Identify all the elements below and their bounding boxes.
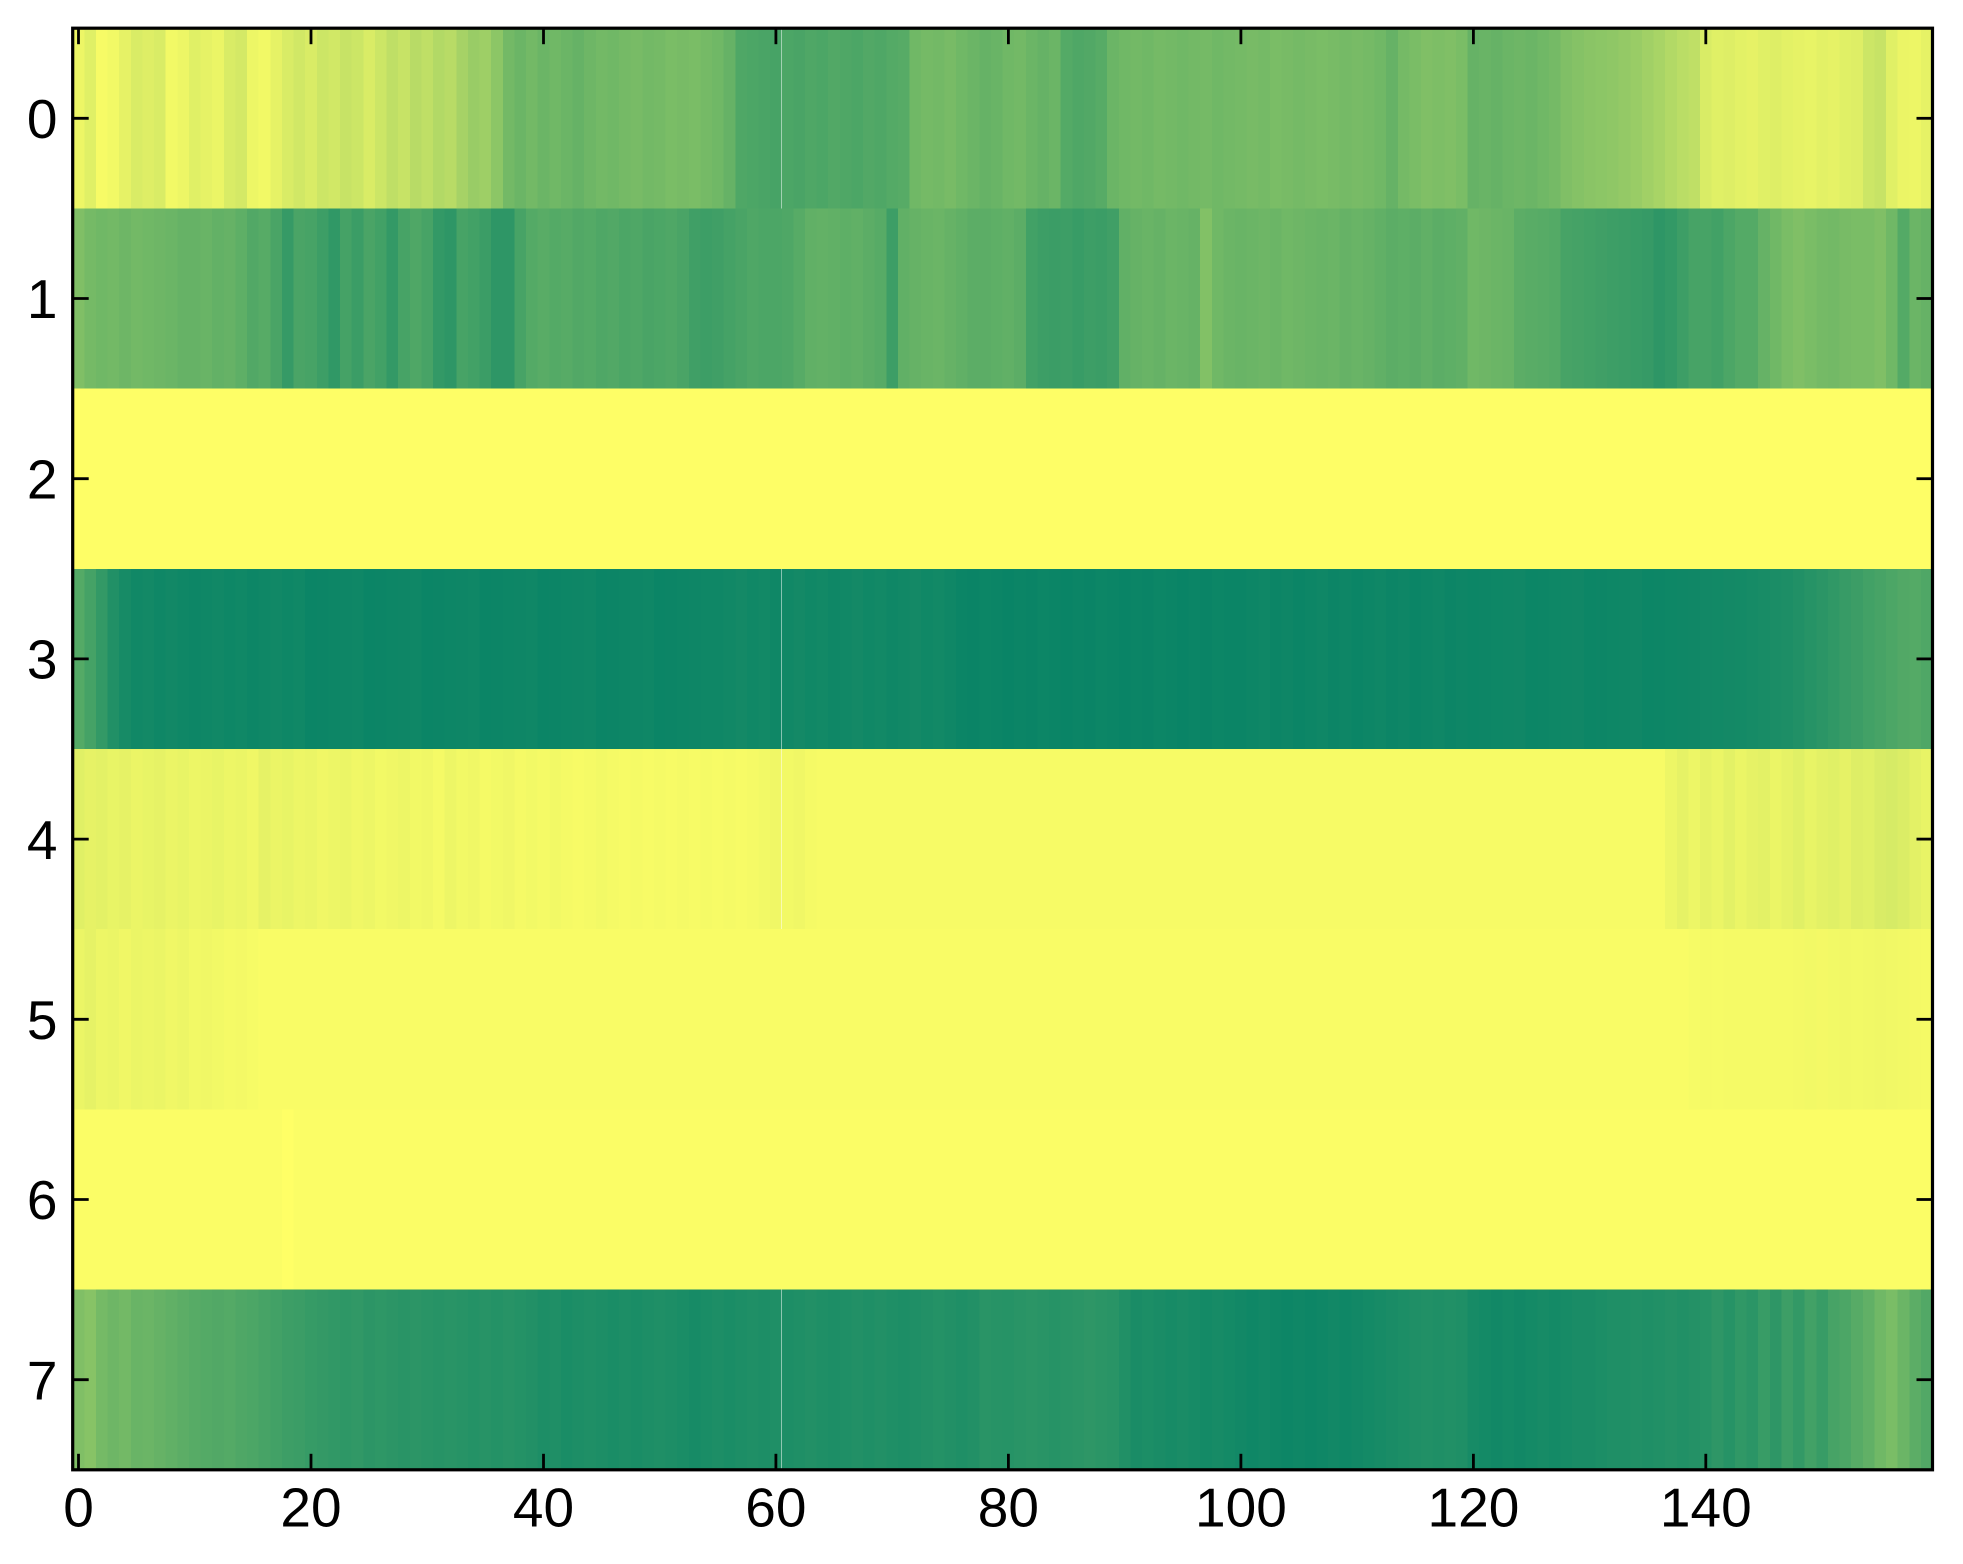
svg-text:7: 7 xyxy=(27,1349,58,1411)
svg-text:100: 100 xyxy=(1195,1477,1287,1539)
svg-text:1: 1 xyxy=(27,268,58,330)
svg-text:80: 80 xyxy=(978,1477,1039,1539)
svg-text:140: 140 xyxy=(1660,1477,1752,1539)
svg-text:40: 40 xyxy=(513,1477,574,1539)
svg-text:0: 0 xyxy=(63,1477,94,1539)
svg-text:3: 3 xyxy=(27,629,58,691)
svg-text:60: 60 xyxy=(745,1477,806,1539)
svg-text:4: 4 xyxy=(27,809,58,871)
svg-text:2: 2 xyxy=(27,448,58,510)
svg-text:6: 6 xyxy=(27,1169,58,1231)
svg-text:0: 0 xyxy=(27,88,58,150)
svg-text:120: 120 xyxy=(1428,1477,1520,1539)
svg-text:20: 20 xyxy=(280,1477,341,1539)
svg-text:5: 5 xyxy=(27,989,58,1051)
